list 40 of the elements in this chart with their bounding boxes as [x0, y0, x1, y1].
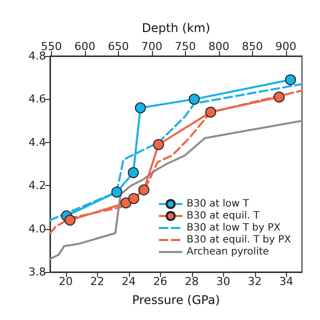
- point: [120, 197, 132, 208]
- y-tick-label: 3.8: [28, 266, 46, 278]
- x-axis-title: Pressure (GPa): [132, 293, 220, 307]
- point: [274, 92, 285, 103]
- point: [64, 214, 76, 226]
- x-tick-label: 22: [90, 275, 104, 288]
- x2-tick-label: 750: [174, 40, 196, 53]
- x-tick-label: 24: [122, 275, 136, 288]
- x-tick-label: 20: [58, 275, 73, 288]
- legend-label: B30 at low T by PX: [186, 222, 281, 234]
- x2-axis-title: Depth (km): [142, 21, 210, 35]
- x2-tick-label: 800: [208, 40, 230, 53]
- point: [153, 139, 164, 150]
- point: [128, 167, 139, 178]
- x-tick-label: 34: [279, 275, 294, 288]
- point: [205, 106, 216, 118]
- y-tick-label: 4.4: [28, 136, 46, 149]
- x2-tick-label: 700: [141, 40, 162, 53]
- y-tick-label: 4.2: [28, 179, 46, 192]
- legend-label: B30 at equil. T by PX: [186, 234, 292, 246]
- x-tick-label: 32: [248, 275, 262, 288]
- x2-tick-label: 600: [74, 40, 96, 53]
- point: [134, 102, 146, 114]
- x-tick-label: 28: [184, 275, 199, 288]
- x-tick-label: 26: [153, 275, 168, 288]
- point: [128, 193, 140, 204]
- point: [188, 94, 200, 105]
- x2-tick-label: 650: [108, 40, 129, 53]
- legend-label: B30 at low T: [186, 198, 250, 210]
- y-tick-label: 4.0: [28, 222, 46, 236]
- point: [285, 74, 296, 86]
- point: [138, 184, 150, 196]
- line-series: [49, 120, 303, 260]
- point: [111, 186, 122, 198]
- x2-tick-label: 900: [275, 40, 296, 53]
- x-tick-label: 30: [216, 275, 230, 288]
- y-tick-label: 4.6: [28, 92, 46, 106]
- legend-label: Archean pyrolite: [186, 246, 269, 258]
- x2-tick-label: 850: [242, 40, 263, 53]
- legend-label: B30 at equil. T: [186, 210, 260, 222]
